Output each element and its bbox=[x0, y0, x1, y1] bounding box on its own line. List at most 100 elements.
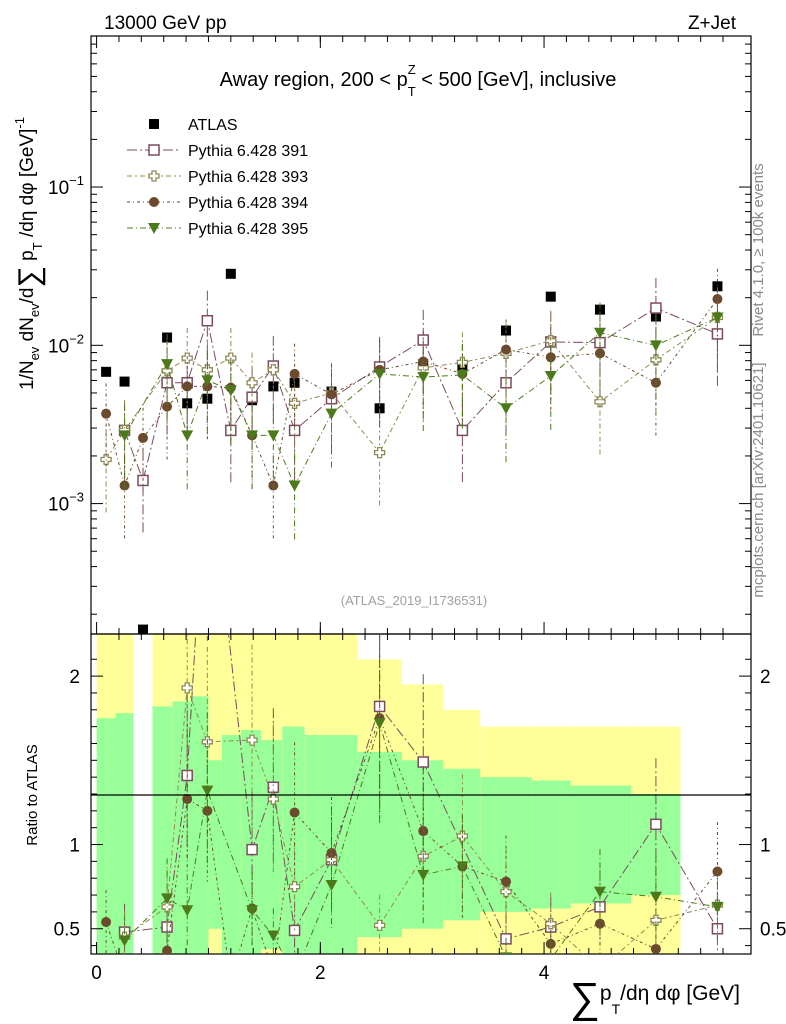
energy-label: 13000 GeV pp bbox=[104, 13, 227, 34]
band-inner bbox=[304, 735, 358, 954]
data-point bbox=[201, 314, 214, 327]
ratio-tick-label: 0.5 bbox=[760, 920, 786, 941]
data-point bbox=[325, 408, 338, 420]
band-inner bbox=[96, 718, 116, 954]
ratio-point bbox=[545, 918, 557, 930]
data-point bbox=[246, 377, 258, 389]
band-inner bbox=[401, 760, 444, 929]
legend-label: Pythia 6.428 394 bbox=[188, 195, 308, 212]
band-inner bbox=[282, 726, 305, 954]
ratio-plot-area bbox=[101, 634, 724, 982]
band-inner bbox=[240, 730, 262, 954]
legend: ATLAS Pythia 6.428 391 Pythia 6.428 393 Pyt… bbox=[127, 117, 308, 238]
ratio-point bbox=[267, 930, 280, 942]
ratio-point bbox=[456, 861, 469, 873]
ratio-point bbox=[267, 793, 279, 805]
ratio-point bbox=[101, 917, 112, 927]
data-point bbox=[182, 381, 193, 392]
band-inner bbox=[172, 701, 191, 954]
ratio-point bbox=[246, 734, 258, 746]
x-tick-label: 2 bbox=[315, 963, 326, 984]
data-point bbox=[417, 372, 430, 384]
source-label: mcplots.cern.ch [arXiv:2401.10621] bbox=[750, 362, 767, 597]
ratio-point bbox=[246, 843, 258, 856]
data-point bbox=[181, 430, 194, 442]
ratio-point bbox=[326, 847, 337, 858]
band-inner bbox=[531, 780, 571, 909]
band-inner bbox=[190, 696, 209, 954]
legend-marker bbox=[149, 119, 159, 129]
ratio-point bbox=[289, 807, 300, 818]
data-point bbox=[288, 480, 301, 492]
data-point bbox=[593, 327, 606, 339]
ratio-point bbox=[162, 945, 173, 954]
data-point bbox=[712, 294, 723, 305]
x-tick-label: 4 bbox=[539, 963, 550, 984]
data-point bbox=[119, 376, 130, 387]
ratio-line bbox=[105, 716, 718, 954]
legend-label: Pythia 6.428 391 bbox=[188, 143, 308, 160]
ratio-point bbox=[120, 971, 130, 981]
data-point bbox=[161, 365, 173, 377]
data-point bbox=[501, 344, 512, 355]
data-point bbox=[246, 430, 259, 442]
data-point bbox=[162, 401, 173, 412]
legend-marker bbox=[148, 170, 160, 182]
data-point bbox=[650, 302, 662, 314]
data-point bbox=[649, 340, 662, 352]
ratio-tick-label: 1 bbox=[760, 836, 771, 857]
data-point bbox=[545, 352, 556, 363]
legend-marker bbox=[148, 223, 160, 234]
ratio-point bbox=[593, 886, 606, 898]
ratio-point bbox=[268, 968, 278, 978]
series-4 bbox=[118, 287, 724, 541]
main-plot-area bbox=[100, 268, 724, 634]
analysis-id: (ATLAS_2019_I1736531) bbox=[341, 593, 487, 608]
ratio-point bbox=[181, 682, 193, 694]
ratio-point bbox=[181, 905, 194, 917]
data-point bbox=[289, 368, 300, 379]
rivet-version-label: Rivet 4.1.0, ≥ 100k events bbox=[750, 163, 767, 336]
ratio-point bbox=[325, 879, 338, 891]
data-point bbox=[712, 281, 723, 292]
data-point bbox=[161, 359, 174, 371]
ratio-point bbox=[373, 718, 386, 730]
ratio-point bbox=[649, 891, 662, 903]
series-3 bbox=[101, 268, 723, 541]
ratio-point bbox=[201, 785, 214, 797]
data-point bbox=[373, 446, 386, 459]
band-inner bbox=[261, 740, 283, 949]
data-point bbox=[594, 304, 605, 315]
data-point bbox=[500, 403, 513, 415]
ratio-point bbox=[417, 756, 429, 768]
data-point bbox=[225, 268, 236, 279]
ratio-point bbox=[595, 964, 605, 974]
legend-marker bbox=[148, 144, 160, 156]
y-tick-label: 10−2 bbox=[48, 331, 84, 357]
ratio-point bbox=[289, 971, 301, 982]
ratio-y-axis-label: Ratio to ATLAS bbox=[24, 744, 41, 845]
ratio-tick-label: 0.5 bbox=[54, 920, 80, 941]
legend-marker bbox=[149, 197, 159, 207]
data-point bbox=[138, 432, 149, 443]
series-1 bbox=[118, 277, 724, 536]
ratio-point bbox=[650, 914, 662, 926]
ratio-point bbox=[161, 893, 174, 905]
data-point bbox=[224, 385, 237, 397]
data-point bbox=[201, 364, 213, 376]
x-tick-label: 0 bbox=[91, 963, 102, 984]
ratio-line bbox=[124, 721, 718, 954]
ratio-point bbox=[650, 943, 661, 954]
data-point bbox=[101, 366, 112, 377]
ratio-point bbox=[246, 905, 259, 917]
x-axis-label: ∑pT/dη dφ [GeV] bbox=[570, 974, 740, 1021]
legend-label: ATLAS bbox=[188, 117, 238, 134]
data-point bbox=[373, 368, 386, 380]
ratio-line bbox=[124, 687, 718, 954]
data-point bbox=[326, 389, 337, 400]
band-inner bbox=[570, 785, 632, 904]
data-point bbox=[100, 453, 112, 466]
data-point bbox=[101, 408, 112, 419]
y-tick-label: 10−3 bbox=[48, 490, 84, 516]
ratio-point bbox=[417, 869, 430, 881]
